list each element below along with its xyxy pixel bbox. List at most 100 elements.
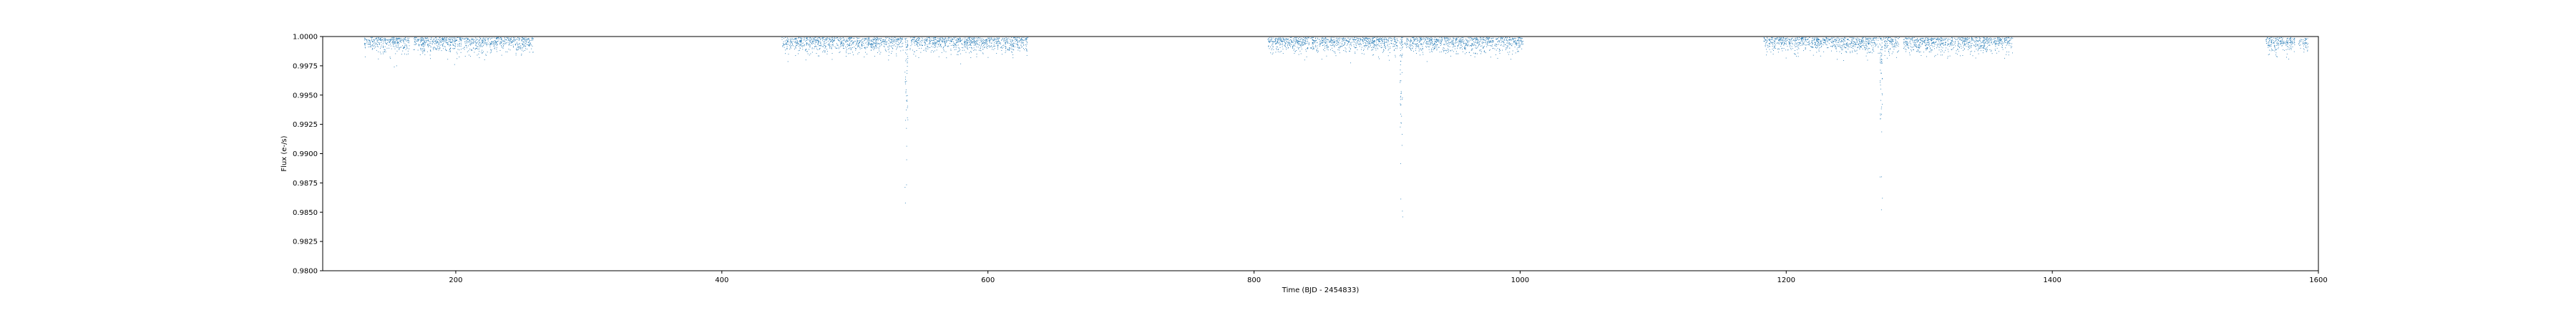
data-point (1466, 44, 1467, 45)
data-point (938, 44, 940, 45)
data-point (1304, 37, 1306, 39)
data-point (842, 37, 844, 39)
data-point (1023, 44, 1025, 45)
data-point (889, 45, 891, 47)
data-point (925, 39, 926, 41)
data-point (1299, 45, 1301, 47)
data-point (1370, 42, 1371, 44)
data-point (1820, 42, 1822, 44)
data-point (1875, 39, 1877, 41)
data-point (385, 49, 386, 51)
data-point (1302, 39, 1304, 40)
data-point (1342, 40, 1344, 42)
data-point (1841, 40, 1843, 42)
data-point (396, 37, 397, 39)
data-point (517, 37, 519, 38)
data-point (998, 40, 999, 42)
data-point (933, 40, 934, 42)
data-point (1509, 47, 1511, 49)
data-point (1425, 46, 1426, 47)
data-point (826, 37, 828, 39)
data-point (421, 50, 423, 52)
data-point (391, 37, 393, 39)
data-point (1776, 42, 1777, 44)
data-point (494, 40, 495, 42)
data-point (917, 42, 918, 44)
data-point (1491, 42, 1493, 43)
data-point (1807, 42, 1808, 43)
data-point (1372, 43, 1374, 44)
data-point (1278, 43, 1279, 44)
data-point (924, 43, 926, 44)
data-point (1857, 37, 1858, 39)
data-point (1313, 37, 1314, 38)
data-point (1418, 45, 1419, 47)
data-point (811, 47, 813, 49)
data-point (849, 47, 851, 49)
data-point (1296, 49, 1297, 51)
data-point (835, 47, 836, 49)
data-point (1854, 42, 1855, 43)
data-point (1383, 43, 1385, 44)
data-point (429, 44, 431, 46)
data-point (1406, 40, 1407, 42)
data-point (1848, 39, 1849, 40)
data-point (965, 37, 967, 39)
data-point (874, 47, 875, 49)
data-point (985, 42, 987, 44)
data-point (1005, 47, 1007, 49)
data-point (858, 46, 859, 47)
data-point (1767, 39, 1769, 40)
data-point (1373, 54, 1375, 55)
data-point (1332, 40, 1334, 42)
data-point (1023, 42, 1024, 43)
data-point (1305, 39, 1307, 41)
data-point (799, 37, 801, 39)
data-point (403, 47, 404, 49)
data-point (811, 40, 813, 42)
data-point (911, 39, 912, 41)
data-point (836, 37, 837, 39)
data-point (987, 57, 989, 58)
data-point (384, 39, 386, 41)
data-point (1428, 37, 1429, 39)
data-point (1378, 45, 1380, 47)
data-point (377, 42, 379, 43)
data-point (997, 44, 999, 46)
data-point (1836, 37, 1838, 39)
data-point (791, 39, 793, 40)
data-point (912, 49, 913, 51)
data-point (1802, 37, 1803, 39)
data-point (1370, 40, 1371, 42)
data-point (442, 45, 444, 47)
data-point (882, 40, 883, 42)
data-point (786, 40, 788, 42)
data-point (887, 49, 889, 50)
data-point (845, 47, 847, 49)
data-point (1790, 43, 1792, 44)
data-point (1468, 44, 1469, 45)
data-point (460, 52, 462, 53)
data-point (1365, 37, 1366, 39)
data-point (1410, 41, 1412, 42)
data-point (840, 44, 841, 46)
data-point (502, 40, 504, 42)
data-point (1379, 41, 1380, 42)
data-point (1434, 48, 1435, 49)
data-point (1844, 44, 1845, 45)
data-point (800, 39, 801, 41)
data-point (1320, 43, 1322, 44)
data-point (1347, 37, 1349, 39)
data-point (1480, 53, 1481, 54)
data-point (967, 37, 969, 38)
data-point (1440, 42, 1442, 43)
data-point (1811, 47, 1813, 48)
data-point (895, 46, 897, 47)
data-point (422, 43, 424, 44)
data-point (528, 38, 530, 39)
data-point (927, 40, 928, 42)
data-point (507, 39, 509, 40)
data-point (1003, 44, 1005, 46)
data-point (1277, 39, 1278, 41)
data-point (1415, 39, 1417, 40)
